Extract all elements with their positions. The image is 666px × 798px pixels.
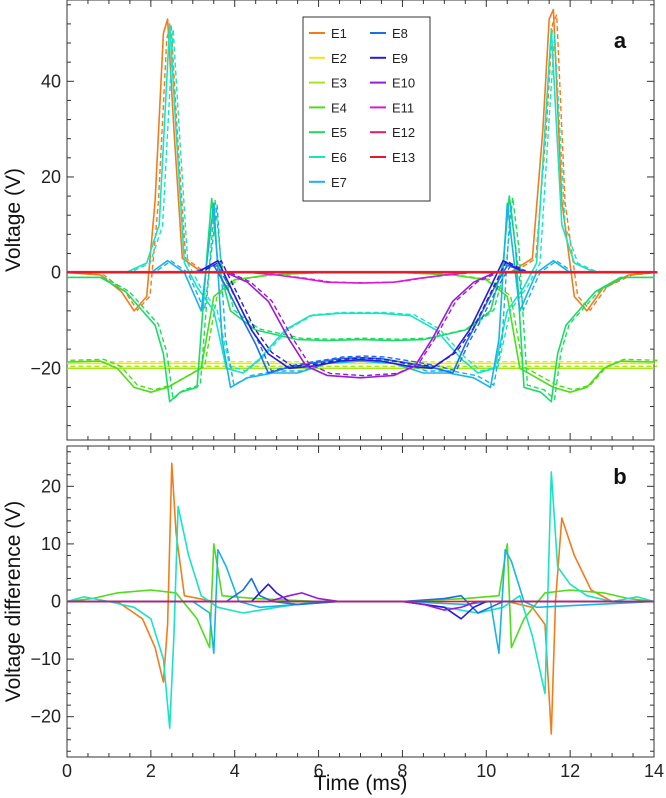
y-tick-label: −20 — [30, 358, 61, 378]
x-tick-label: 2 — [146, 761, 156, 781]
series-dashed-line-e10 — [70, 271, 658, 377]
panel-b-letter: b — [613, 464, 626, 489]
series-line-e10 — [67, 271, 654, 379]
series-dashed-line-e4 — [70, 271, 658, 391]
panel-b-y-axis-title: Voltage difference (V) — [2, 501, 25, 703]
series-line-e4 — [66, 271, 655, 393]
y-tick-label: −10 — [30, 649, 61, 669]
y-tick-label: 20 — [41, 476, 61, 496]
x-axis-title: Time (ms) — [314, 772, 408, 795]
x-tick-label: 8 — [397, 761, 407, 781]
legend-label-e10: E10 — [392, 76, 415, 91]
panel-b: −20 −10 0 10 20 0 2 4 6 8 10 12 14 Voltage differenc… — [2, 445, 664, 795]
legend-label-e8: E8 — [392, 26, 408, 41]
series-line-e5 — [67, 195, 654, 403]
series-line-e6 — [66, 471, 655, 729]
legend-label-e11: E11 — [392, 100, 414, 115]
legend-label-e13: E13 — [392, 150, 415, 165]
series-dashed-line-e1 — [70, 14, 658, 312]
series-dashed-line-e8 — [70, 264, 658, 372]
y-tick-label: 0 — [51, 263, 61, 283]
x-tick-label: 12 — [560, 761, 580, 781]
panel-a-y-axis-title: Voltage (V) — [2, 168, 25, 272]
y-tick-label: 10 — [41, 534, 61, 554]
panel-b-ticks: −20 −10 0 10 20 0 2 4 6 8 10 12 14 — [30, 446, 664, 781]
panel-a-series — [66, 8, 658, 403]
legend-label-e3: E3 — [331, 76, 347, 91]
legend-label-e5: E5 — [331, 125, 347, 140]
legend-box — [302, 16, 431, 202]
x-tick-label: 0 — [62, 761, 72, 781]
legend-label-e12: E12 — [392, 125, 415, 140]
y-tick-label: 20 — [41, 167, 61, 187]
x-tick-label: 4 — [230, 761, 240, 781]
series-line-e9 — [67, 259, 654, 370]
legend-label-e9: E9 — [392, 51, 408, 66]
series-line-e8 — [67, 577, 654, 614]
legend-label-e7: E7 — [331, 175, 347, 190]
series-dashed-line-e9 — [70, 259, 658, 368]
legend-label-e6: E6 — [331, 150, 347, 165]
series-line-e6 — [67, 23, 654, 374]
y-tick-label: −20 — [30, 707, 61, 727]
panel-b-series — [66, 462, 655, 735]
series-line-e1 — [67, 462, 654, 735]
legend-label-e2: E2 — [331, 51, 347, 66]
series-dashed-line-e6 — [70, 28, 658, 372]
legend-label-e1: E1 — [331, 26, 347, 41]
series-line-e11 — [67, 271, 654, 284]
panel-a-letter: a — [614, 28, 627, 53]
y-tick-label: 0 — [51, 592, 61, 612]
legend-label-e4: E4 — [331, 100, 347, 115]
y-tick-label: 40 — [41, 71, 61, 91]
x-tick-label: 14 — [644, 761, 664, 781]
x-tick-label: 10 — [476, 761, 496, 781]
legend: E1 E2 E3 E4 E5 E6 E7 E8 E9 E10 E11 E12 E13 — [302, 16, 431, 202]
panel-a-ticks: −20 0 20 40 — [30, 0, 655, 440]
series-line-e7 — [67, 202, 654, 389]
series-dashed-line-e5 — [70, 197, 658, 401]
series-dashed-line-e11 — [70, 271, 658, 284]
x-tick-label: 6 — [314, 761, 324, 781]
